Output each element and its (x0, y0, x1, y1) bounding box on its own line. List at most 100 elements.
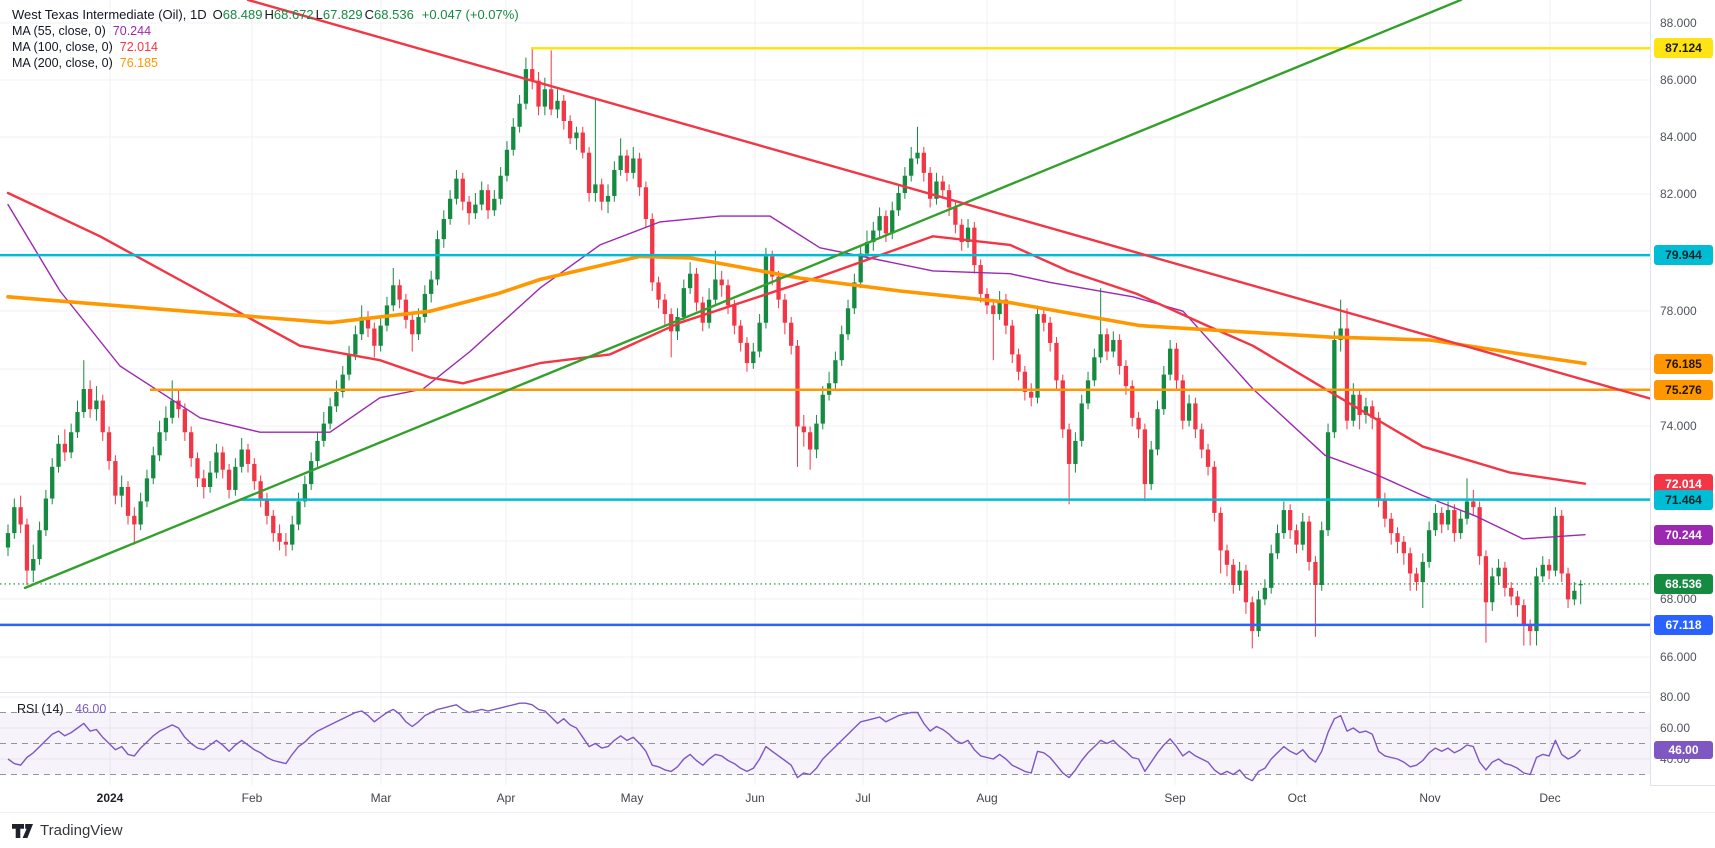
candle-body (94, 400, 99, 410)
candle-body (1351, 394, 1356, 421)
trendline-down[interactable] (246, 0, 1650, 400)
price-level-label: 71.464 (1654, 489, 1713, 510)
time-axis-label: Oct (1287, 791, 1307, 805)
symbol-legend-row[interactable]: West Texas Intermediate (Oil), 1D O68.48… (12, 7, 519, 22)
candle-body (757, 322, 762, 352)
candle-body (410, 319, 415, 335)
candle-body (264, 498, 270, 516)
candle-body (927, 172, 933, 199)
candle-body (1269, 553, 1274, 588)
candle-body (1174, 348, 1179, 381)
candle-body (378, 325, 383, 346)
trendline-up[interactable] (23, 0, 1463, 590)
price-tick-label: 74.000 (1660, 419, 1697, 433)
pane-divider[interactable] (0, 692, 1715, 693)
price-tick-label: 86.000 (1660, 73, 1697, 87)
time-axis[interactable]: 2024 Feb Mar Apr May Jun Jul Aug Sep Oct Nov Dec (0, 785, 1650, 812)
candle-body (1332, 340, 1337, 433)
candle-body (1376, 417, 1381, 499)
tradingview-logo[interactable]: TradingView (12, 822, 123, 839)
candle-body (1534, 576, 1539, 632)
candle-body (252, 463, 257, 482)
candle-body (353, 334, 358, 355)
candle-body (492, 198, 497, 211)
ma-indicator-legend[interactable]: MA (55, close, 0) 70.244 (12, 24, 152, 38)
candle-body (1433, 512, 1438, 531)
candle-body (789, 322, 794, 346)
ma200-line (6, 254, 1587, 366)
candle-body (1224, 550, 1230, 565)
candle-body (1515, 596, 1520, 606)
price-axis[interactable]: 88.00086.00084.00082.00078.00076.00074.0… (1650, 0, 1715, 785)
candle-body (189, 432, 194, 459)
candle-body (1205, 449, 1211, 467)
candle-body (1464, 501, 1470, 519)
candle-body (277, 533, 282, 542)
candle-body (953, 207, 958, 225)
candle-body (1073, 440, 1078, 464)
candle-body (890, 210, 895, 234)
tradingview-logo-text: TradingView (40, 822, 123, 839)
candle-body (738, 325, 743, 343)
time-axis-label: Jul (855, 791, 871, 805)
candle-body (511, 126, 516, 150)
candle-body (536, 80, 541, 107)
candle-body (125, 487, 131, 516)
candle-body (454, 178, 459, 199)
candle-body (1199, 429, 1204, 450)
candle-body (1142, 429, 1148, 485)
candle-body (719, 279, 724, 286)
candle-body (1180, 380, 1185, 421)
ma-indicator-legend[interactable]: MA (200, close, 0) 76.185 (12, 56, 158, 70)
candle-body (915, 152, 920, 159)
candle-body (43, 498, 49, 531)
candle-body (37, 530, 42, 560)
candle-body (201, 478, 206, 488)
ohlc-item: L67.829 (315, 7, 363, 22)
candle-body (713, 279, 718, 300)
candle-body (725, 285, 731, 306)
drawings[interactable] (0, 0, 1650, 627)
candle-body (978, 265, 983, 294)
candle-body (902, 175, 908, 194)
candle-body (1294, 530, 1299, 545)
candle-body (1136, 417, 1141, 430)
candle-body (1060, 380, 1065, 430)
candle-body (403, 299, 409, 320)
candle-body (864, 242, 870, 254)
ma-indicator-legend[interactable]: MA (100, close, 0) 72.014 (12, 40, 158, 54)
symbol-title[interactable]: West Texas Intermediate (Oil), 1D (12, 7, 207, 22)
candle-body (1325, 432, 1331, 531)
candle-body (656, 282, 661, 300)
candle-body (845, 308, 851, 335)
candle-body (839, 334, 844, 361)
candle-body (1401, 541, 1406, 554)
candle-body (1445, 510, 1451, 525)
candle-body (75, 412, 80, 433)
candle-body (441, 218, 446, 240)
candle-body (1016, 354, 1021, 372)
candle-body (365, 316, 371, 329)
rsi-legend[interactable]: RSI (14) 46.00 (17, 702, 106, 716)
candle-body (327, 406, 333, 424)
candle-body (782, 299, 788, 323)
price-tick-label: 82.000 (1660, 187, 1697, 201)
candle-body (1306, 521, 1312, 562)
candle-body (580, 132, 585, 153)
candle-body (144, 478, 150, 502)
candle-body (763, 256, 769, 323)
candle-body (416, 316, 421, 335)
main-chart-canvas[interactable] (0, 0, 1650, 785)
candle-body (631, 158, 636, 173)
candle-body (814, 423, 819, 450)
candle-body (530, 69, 535, 81)
candle-body (871, 230, 876, 243)
price-level-label: 72.014 (1654, 473, 1713, 494)
candle-body (706, 299, 712, 323)
candle-body (132, 515, 137, 525)
time-axis-label: Dec (1539, 791, 1561, 805)
time-axis-label: Apr (496, 791, 516, 805)
candle-body (934, 181, 939, 199)
candle-body (397, 285, 402, 300)
candle-body (1104, 334, 1110, 352)
